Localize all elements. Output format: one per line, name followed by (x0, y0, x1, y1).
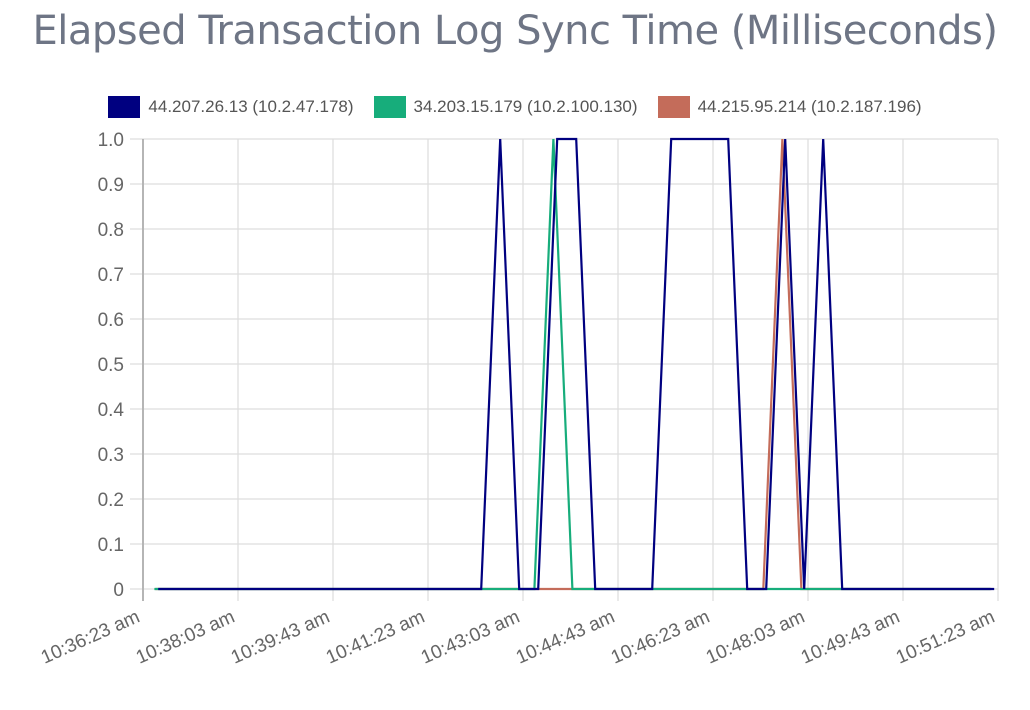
y-tick-label: 1.0 (98, 130, 124, 151)
legend-label-series-1: 44.207.26.13 (10.2.47.178) (148, 97, 354, 116)
chart-title: Elapsed Transaction Log Sync Time (Milli… (32, 8, 998, 54)
x-tick-label: 10:49:43 am (798, 606, 903, 668)
x-tick-label: 10:48:03 am (703, 606, 808, 668)
legend-item-series-3[interactable]: 44.215.95.214 (10.2.187.196) (657, 96, 922, 118)
y-tick-label: 0.5 (98, 355, 124, 376)
y-tick-label: 0.2 (98, 490, 124, 511)
y-axis-ticks: 1.0 0.9 0.8 0.7 0.6 0.5 0.4 0.3 0.2 0.1 0 (98, 130, 125, 601)
legend-label-series-3: 44.215.95.214 (10.2.187.196) (697, 97, 922, 116)
series-line-1 (158, 137, 995, 591)
y-tick-label: 0.4 (98, 400, 125, 421)
legend-swatch-series-3 (657, 96, 690, 118)
legend-swatch-series-1 (108, 96, 141, 118)
x-tick-label: 10:36:23 am (38, 606, 143, 668)
legend-item-series-1[interactable]: 44.207.26.13 (10.2.47.178) (108, 96, 354, 118)
x-tick-label: 10:38:03 am (133, 606, 238, 668)
x-tick-label: 10:46:23 am (608, 606, 713, 668)
x-tick-label: 10:44:43 am (513, 606, 618, 668)
x-tick-label: 10:39:43 am (228, 606, 333, 668)
y-tick-label: 0.6 (98, 310, 124, 331)
y-tick-label: 0.9 (98, 175, 124, 196)
y-tick-label: 0.3 (98, 445, 124, 466)
x-tick-label: 10:51:23 am (893, 606, 998, 668)
x-tick-label: 10:43:03 am (418, 606, 523, 668)
y-tick-label: 0 (113, 580, 124, 601)
legend: 44.207.26.13 (10.2.47.178) 34.203.15.179… (0, 96, 1030, 118)
legend-item-series-2[interactable]: 34.203.15.179 (10.2.100.130) (373, 96, 638, 118)
legend-swatch-series-2 (373, 96, 406, 118)
legend-label-series-2: 34.203.15.179 (10.2.100.130) (413, 97, 638, 116)
series-lines (154, 137, 995, 591)
y-tick-label: 0.8 (98, 220, 124, 241)
y-tick-label: 0.7 (98, 265, 124, 286)
y-tick-label: 0.1 (98, 535, 124, 556)
x-tick-label: 10:41:23 am (323, 606, 428, 668)
